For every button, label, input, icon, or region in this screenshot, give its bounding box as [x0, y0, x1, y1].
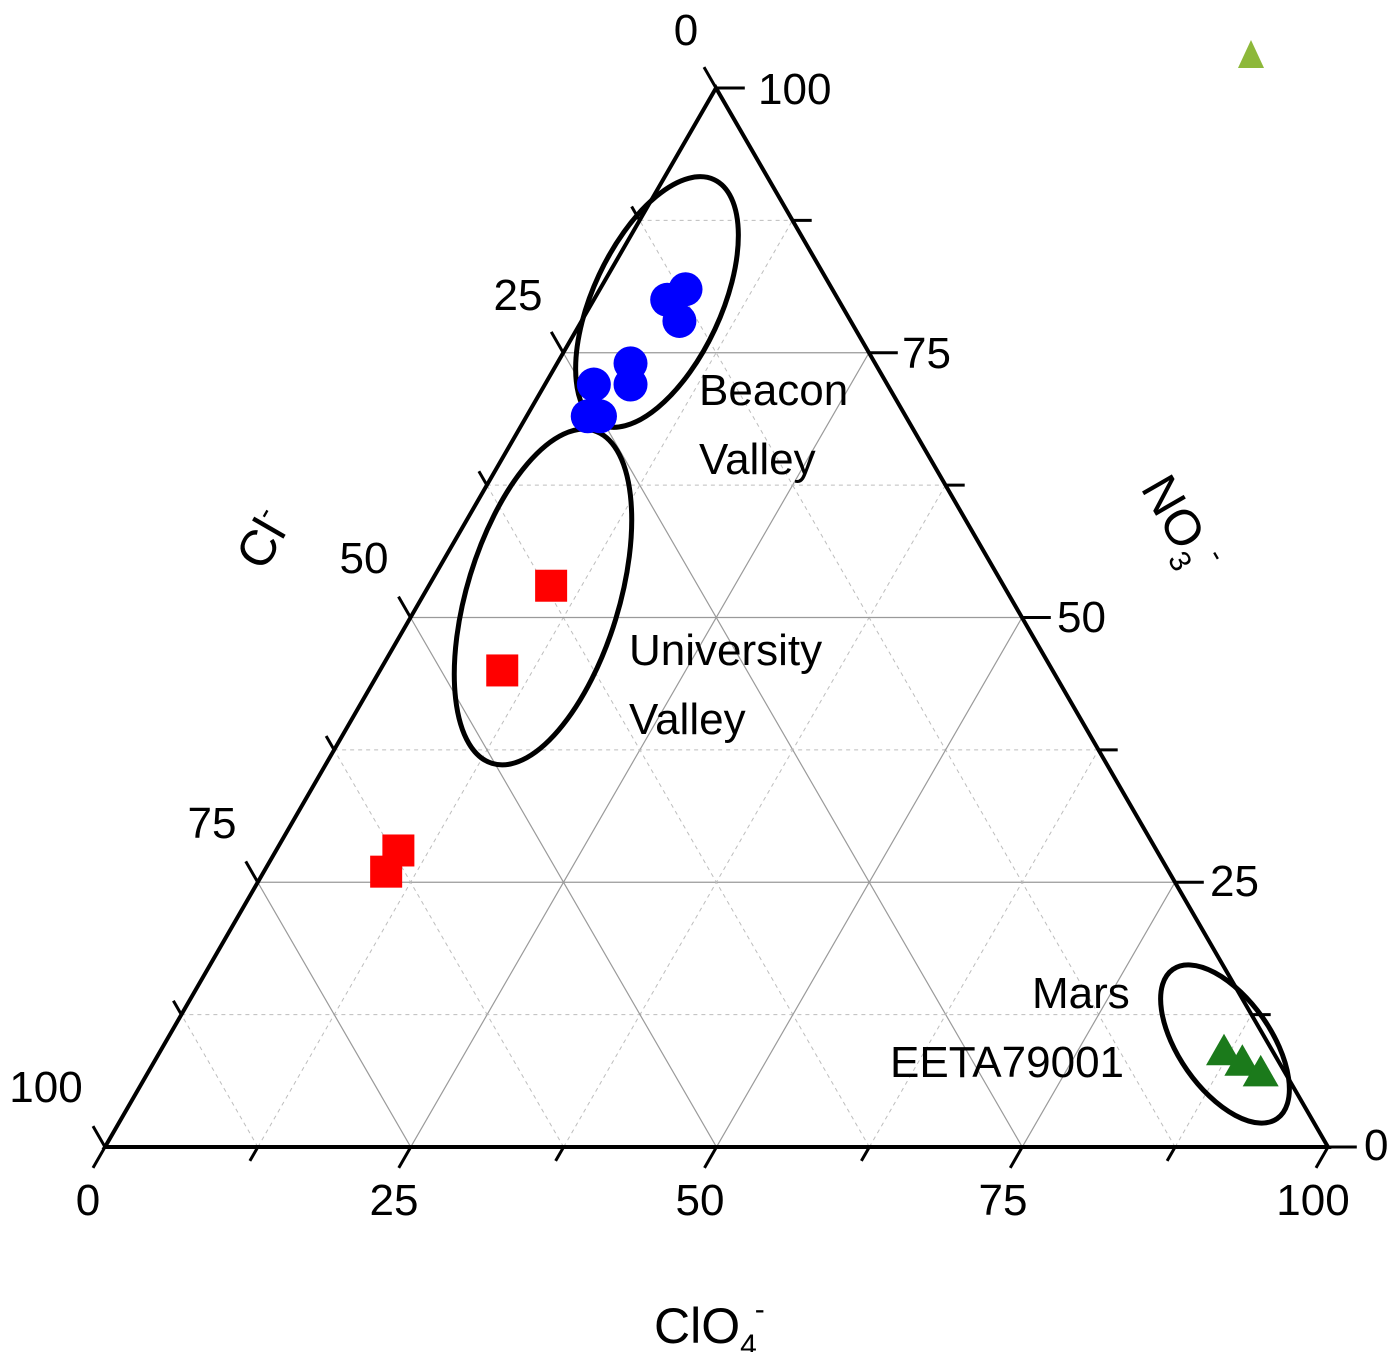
grid-line — [180, 1014, 259, 1148]
right-tick-label: 75 — [902, 329, 951, 378]
grid-line — [715, 617, 1023, 1148]
left-tick-label: 0 — [674, 6, 698, 55]
mars-label-line2: EETA79001 — [890, 1038, 1124, 1087]
university-valley-label-line2: Valley — [629, 695, 746, 744]
left-axis-tick — [549, 331, 565, 354]
bottom-axis-tick — [554, 1146, 565, 1162]
beacon-valley-label-line1: Beacon — [699, 366, 848, 415]
grid-line — [868, 749, 1099, 1148]
right-tick-label: 0 — [1364, 1121, 1388, 1170]
beacon-valley-point — [662, 303, 697, 338]
bottom-axis-tick — [1165, 1146, 1177, 1162]
left-axis-tick — [324, 735, 336, 751]
university-valley-point — [535, 569, 568, 602]
bottom-tick-label: 25 — [370, 1176, 419, 1225]
left-tick-label: 25 — [494, 271, 543, 320]
right-tick-label: 50 — [1057, 593, 1106, 642]
grid-line — [1174, 1014, 1252, 1148]
svg-text:ClO4-: ClO4- — [654, 1293, 765, 1352]
bottom-axis-tick — [1008, 1146, 1024, 1169]
triangle-frame — [91, 66, 1357, 1169]
left-axis-tick — [244, 860, 260, 883]
left-tick-label: 50 — [340, 534, 389, 583]
grid-line — [333, 749, 565, 1148]
left-tick-label: 100 — [9, 1063, 82, 1112]
right-axis-title: NO3- — [1124, 463, 1235, 586]
beacon-valley-point — [570, 399, 605, 434]
grid-line — [563, 484, 946, 1148]
bottom-axis-tick — [1314, 1146, 1330, 1169]
svg-text:NO3-: NO3- — [1124, 463, 1235, 586]
beacon-valley-point — [576, 367, 611, 402]
bottom-tick-label: 100 — [1276, 1176, 1349, 1225]
left-tick-label: 75 — [188, 799, 237, 848]
left-axis-tick — [172, 999, 183, 1016]
grid-line — [257, 881, 412, 1148]
data-points — [370, 272, 1279, 1087]
left-axis-title: Cl- — [224, 500, 302, 578]
bottom-axis-tick — [397, 1146, 413, 1169]
grid-line — [409, 617, 718, 1148]
mars-point — [1224, 1044, 1261, 1076]
mars-ellipse — [1158, 962, 1292, 1126]
bottom-axis-tick — [248, 1146, 260, 1162]
grid-line — [639, 220, 1176, 1148]
mars-label-line1: Mars — [1032, 969, 1130, 1018]
left-axis-tick — [477, 470, 489, 486]
legend-triangle-marker — [1238, 40, 1264, 68]
left-axis-tick — [702, 66, 718, 89]
grid — [180, 219, 1252, 1148]
beacon-valley-label-line2: Valley — [699, 435, 816, 484]
left-axis-tick — [91, 1125, 107, 1148]
bottom-axis-title: ClO4- — [654, 1293, 765, 1352]
right-tick-label: 100 — [758, 65, 831, 114]
bottom-tick-label: 50 — [676, 1176, 725, 1225]
grid-line — [257, 220, 793, 1148]
right-tick-label: 25 — [1210, 857, 1259, 906]
university-valley-label-line1: University — [629, 626, 822, 675]
bottom-axis-tick — [703, 1146, 718, 1169]
left-axis-tick — [397, 595, 412, 619]
group-ellipses — [451, 174, 1292, 1126]
bottom-axis-tick — [91, 1146, 107, 1169]
university-valley-point — [486, 654, 519, 687]
bottom-tick-label: 75 — [979, 1176, 1028, 1225]
university-valley-point — [370, 855, 403, 888]
mars-point — [1206, 1033, 1242, 1066]
svg-text:Cl-: Cl- — [224, 500, 302, 578]
grid-line — [1021, 881, 1176, 1148]
bottom-tick-label: 0 — [76, 1176, 100, 1225]
bottom-axis-tick — [860, 1146, 871, 1162]
mars-point — [1242, 1054, 1279, 1087]
beacon-valley-point — [613, 367, 648, 402]
